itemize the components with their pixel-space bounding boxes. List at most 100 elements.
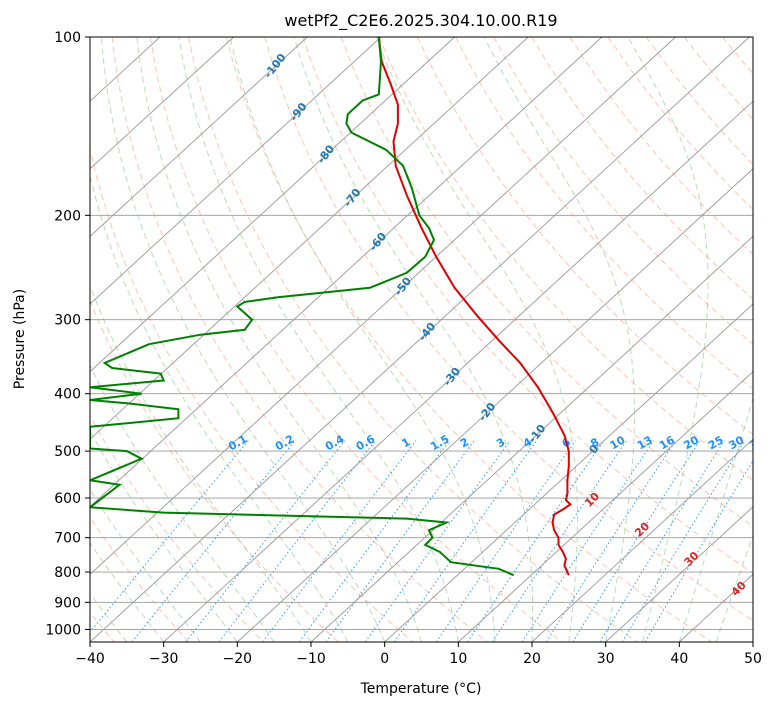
mixing-ratio-line [262,440,417,642]
dewpoint-profile-line [90,37,514,577]
dry-adiabats [90,37,775,642]
mixing-ratio-line [325,440,475,642]
moist-adiabat-line [715,534,753,642]
dry-adiabat-line [90,516,190,642]
dry-adiabat-line [531,37,753,300]
moist-adiabats [90,37,753,642]
x-tick-label: 30 [597,651,615,667]
mixing-ratio-line [435,440,576,642]
y-tick-label: 100 [54,30,81,46]
x-axis-label: Temperature (°C) [360,681,482,697]
moist-adiabat-line [178,37,459,642]
dry-adiabat-line [340,37,753,528]
isotherm-line [90,37,529,440]
mixing-ratio-label: 0.6 [354,432,378,453]
moist-adiabat-line [90,592,128,642]
dry-adiabat-line [455,37,753,390]
dry-adiabat-line [188,37,638,642]
y-tick-label: 600 [54,491,81,507]
moist-adiabat-line [90,430,238,642]
mixing-ratio-label: 20 [681,433,701,452]
isotherm-line [752,641,753,642]
dry-adiabat-line [264,37,753,622]
isotherm-line [90,37,750,642]
plot-frame [89,36,754,643]
mixing-ratio-line [467,440,605,642]
moist-adiabat-line [375,37,578,642]
moist-adiabat-line [90,173,349,642]
x-tick-label: −10 [296,651,326,667]
dry-adiabat-label: -100 [262,51,289,81]
dry-adiabat-line [90,299,339,642]
isotherm-line [90,37,308,237]
moist-adiabat-line [293,37,534,642]
mixing-ratio-line [218,440,376,642]
moist-adiabat-label: 10 [582,490,602,510]
mixing-ratio-line [621,440,746,642]
series [90,37,572,577]
isotherm-line [90,37,382,305]
y-tick-label: 700 [54,531,81,547]
moist-adiabat-line [90,542,165,642]
mixing-ratio-label: 0.1 [226,432,249,453]
mixing-ratio-label: 36 [747,433,767,452]
mixing-ratio-line [521,440,655,642]
x-tick-label: 50 [744,651,762,667]
x-tick-label: 40 [670,651,688,667]
mixing-ratio-label: 1 [400,435,413,450]
mixing-ratio-line [393,440,538,642]
isotherm-line [163,100,753,642]
isotherm-line [90,37,603,508]
mixing-ratio-label: 0.2 [273,432,296,453]
chart-title: wetPf2_C2E6.2025.304.10.00.R19 [284,11,557,31]
isotherm-line [0,37,13,642]
mixing-ratio-line [599,440,725,642]
mixing-ratio-lines [90,440,753,642]
moist-adiabat-line [90,363,275,642]
y-tick-label: 500 [54,444,81,460]
moist-adiabat-label: 30 [682,549,702,569]
dry-adiabat-line [569,37,753,255]
y-axis-label: Pressure (hPa) [12,289,28,389]
moist-adiabat-line [100,37,386,642]
x-tick-label: 0 [380,651,389,667]
mixing-ratio-label: 0.4 [323,432,347,453]
moist-adiabat-line [483,37,635,642]
mixing-ratio-line [298,440,450,642]
dry-adiabat-line [226,37,712,642]
mixing-ratio-label: 30 [727,433,747,452]
dry-adiabat-line [722,37,753,75]
temperature-profile-line [377,37,572,576]
plot-area: -100-90-80-70-60-50-40-30-20-1000.1 0.2 0.… [0,37,775,642]
moist-adiabat-line [136,37,422,642]
dry-adiabat-line [111,37,488,642]
x-tick-label: −40 [75,651,105,667]
dry-adiabat-line [149,37,563,642]
isotherm-line [605,506,753,642]
dry-adiabat-line [493,37,753,345]
mixing-ratio-line [545,440,677,642]
isotherm-line [531,438,753,642]
x-tick-label: −20 [223,651,253,667]
y-tick-label: 400 [54,387,81,403]
isotherm-line [458,370,753,642]
moist-adiabat-line [752,640,753,642]
mixing-ratio-label: 16 [657,433,677,452]
x-tick-label: 10 [449,651,467,667]
x-axis: −40 −30 −20 −10 0 10 20 30 40 50 [75,642,762,667]
moist-adiabat-line [678,396,753,642]
isotherm-line [384,303,753,642]
y-tick-label: 900 [54,595,81,611]
x-tick-label: −30 [149,651,179,667]
dry-adiabat-line [90,414,264,642]
mixing-ratio-line [90,440,249,633]
mixing-ratio-line [491,440,627,642]
y-tick-label: 1000 [45,622,81,638]
mixing-ratio-label: 1.5 [428,432,451,453]
mixing-ratio-line [572,440,701,642]
moist-adiabat-line [627,37,709,642]
mixing-ratio-line [644,459,753,642]
y-tick-label: 200 [54,208,81,224]
dry-adiabat-line [761,37,775,642]
isotherm-line [90,37,455,373]
